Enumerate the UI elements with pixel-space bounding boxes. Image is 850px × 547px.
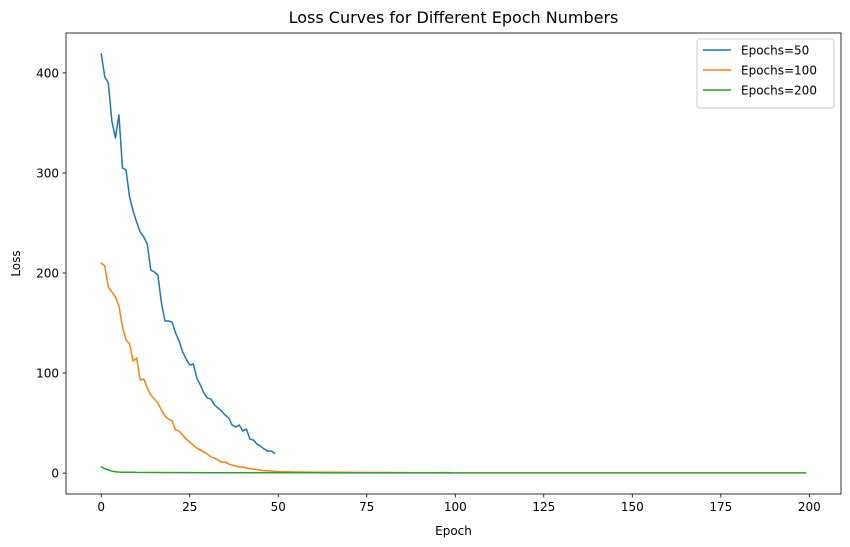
x-tick-label: 100 — [444, 500, 467, 514]
plot-area — [66, 33, 841, 494]
legend-label-1: Epochs=50 — [741, 44, 809, 58]
series-line-3 — [100, 466, 807, 474]
series-layer — [100, 53, 807, 474]
y-tick-label: 100 — [36, 367, 59, 381]
x-tick-label: 0 — [97, 500, 105, 514]
x-tick-label: 150 — [621, 500, 644, 514]
x-tick-label: 75 — [359, 500, 374, 514]
x-tick-label: 125 — [532, 500, 555, 514]
series-line-1 — [100, 53, 276, 454]
y-tick-label: 400 — [36, 66, 59, 80]
legend-items: Epochs=50 Epochs=100 Epochs=200 — [703, 44, 817, 98]
x-tick-label: 175 — [709, 500, 732, 514]
legend: Epochs=50 Epochs=100 Epochs=200 — [696, 38, 835, 109]
plot-background — [66, 33, 841, 494]
y-tick-label: 0 — [51, 467, 59, 481]
x-tick-label: 25 — [182, 500, 197, 514]
x-ticks: 0 25 50 75 100 125 150 175 200 — [97, 494, 821, 514]
legend-box — [696, 38, 835, 109]
y-tick-label: 200 — [36, 267, 59, 281]
y-tick-label: 300 — [36, 166, 59, 180]
chart-title: Loss Curves for Different Epoch Numbers — [289, 8, 619, 27]
x-tick-label: 200 — [798, 500, 821, 514]
legend-label-2: Epochs=100 — [741, 64, 817, 78]
x-tick-label: 50 — [271, 500, 286, 514]
axes-frame — [65, 32, 842, 495]
y-ticks: 0 100 200 300 400 — [36, 66, 66, 481]
axes-layer — [65, 32, 842, 495]
x-axis-label: Epoch — [435, 524, 472, 538]
legend-label-3: Epochs=200 — [741, 84, 817, 98]
series-line-2 — [100, 262, 453, 474]
y-axis-label: Loss — [9, 250, 23, 276]
